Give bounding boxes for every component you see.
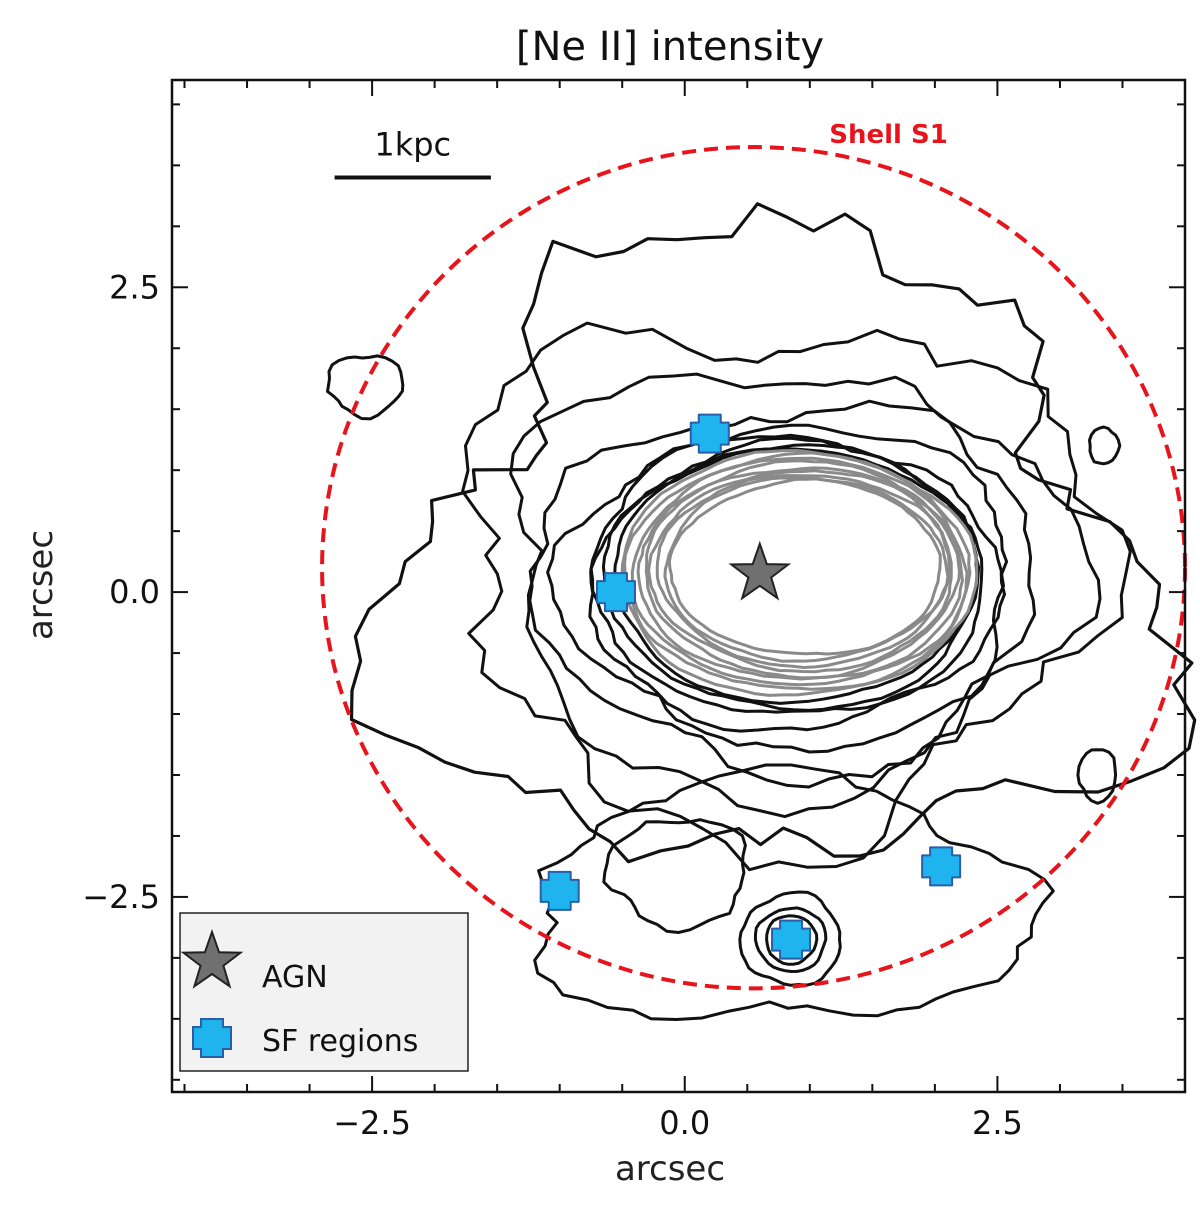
legend-agn-marker: [180, 928, 244, 989]
contour-level-4: [546, 423, 1009, 754]
sf-region-marker-4: [921, 846, 962, 887]
contour-outer-envelope: [349, 202, 1197, 864]
x-tick-label: 0.0: [659, 1104, 710, 1142]
contour-inner-level-5: [644, 466, 961, 680]
contour-southeast-island: [1076, 748, 1118, 805]
contour-core: [690, 489, 930, 642]
legend: AGN SF regions: [179, 912, 469, 1072]
chart-title: [Ne II] intensity: [516, 24, 824, 70]
x-tick-label: 2.5: [972, 1104, 1023, 1142]
y-tick-label: −2.5: [82, 878, 160, 916]
sf-region-marker-5: [771, 919, 812, 960]
sf-region-marker-1: [689, 413, 730, 454]
contour-south-peak-3: [765, 914, 819, 966]
contour-inner-level-4: [636, 459, 964, 681]
contour-level-1: [461, 321, 1132, 872]
sf-region-marker-3: [539, 870, 580, 911]
y-tick-label: 2.5: [109, 268, 160, 306]
contour-west-island: [326, 354, 405, 421]
contour-level-3: [528, 399, 1037, 789]
contour-inner-level-7: [655, 474, 951, 669]
plot-frame: [170, 78, 1187, 1094]
x-axis-label: arcsec: [615, 1149, 725, 1189]
y-tick-label: 0.0: [109, 573, 160, 611]
sf-region-marker-2: [595, 572, 636, 613]
contour-south-peak-2: [753, 906, 828, 973]
shell-s1-label: Shell S1: [829, 120, 948, 150]
contour-south-small-1: [602, 818, 747, 934]
legend-sf-label: SF regions: [262, 1024, 418, 1059]
scale-bar-label: 1kpc: [374, 126, 451, 164]
y-axis-label: arcsec: [21, 530, 61, 640]
contour-inner-level-9: [667, 477, 942, 656]
legend-sf-marker: [192, 1018, 232, 1058]
agn-marker: [728, 540, 792, 601]
legend-agn-label: AGN: [262, 960, 328, 995]
x-tick-label: −2.5: [333, 1104, 411, 1142]
contour-east-island: [1088, 425, 1122, 466]
contour-inner-level-6: [647, 469, 953, 674]
